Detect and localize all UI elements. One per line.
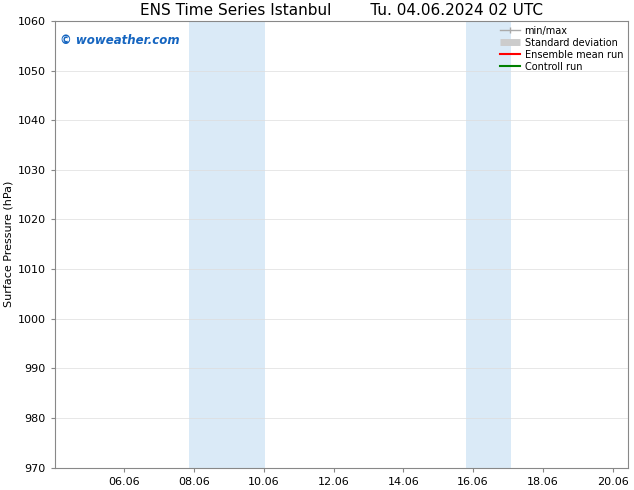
Bar <box>188 21 265 467</box>
Text: © woweather.com: © woweather.com <box>60 34 180 48</box>
Legend: min/max, Standard deviation, Ensemble mean run, Controll run: min/max, Standard deviation, Ensemble me… <box>497 23 626 74</box>
Title: ENS Time Series Istanbul        Tu. 04.06.2024 02 UTC: ENS Time Series Istanbul Tu. 04.06.2024 … <box>140 3 543 18</box>
Y-axis label: Surface Pressure (hPa): Surface Pressure (hPa) <box>3 181 13 307</box>
Bar <box>466 21 511 467</box>
